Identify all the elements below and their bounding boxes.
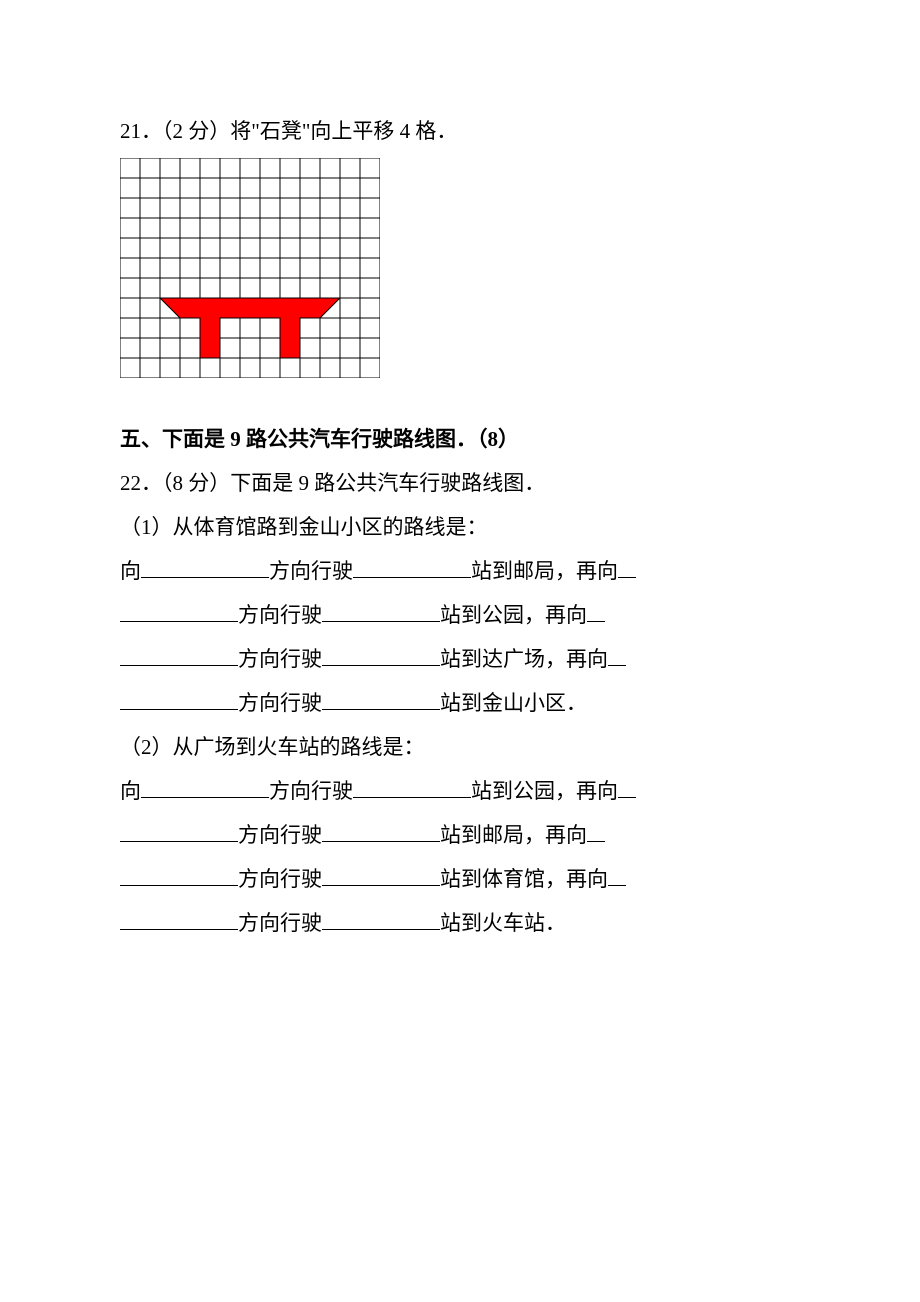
text: 站到达广场，再向 [440,647,608,671]
blank-stops[interactable] [322,864,440,886]
blank-stops[interactable] [353,556,471,578]
blank-stops[interactable] [322,908,440,930]
blank-direction[interactable] [120,820,238,842]
text: 方向行驶 [238,867,322,891]
blank-direction[interactable] [120,644,238,666]
q22-p1-line3: 方向行驶 站到达广场，再向 [120,638,810,680]
q22-p2-line1: 向 方向行驶 站到公园，再向 [120,770,810,812]
text: 方向行驶 [238,691,322,715]
text: 方向行驶 [238,603,322,627]
text: 方向行驶 [269,559,353,583]
q22-p2-line3: 方向行驶 站到体育馆，再向 [120,858,810,900]
grid-figure [120,158,810,378]
blank-direction[interactable] [120,688,238,710]
text: 站到公园，再向 [471,779,618,803]
blank-stops[interactable] [322,600,440,622]
q22-p1-line1: 向 方向行驶 站到邮局，再向 [120,550,810,592]
page: 21．（2 分）将"石凳"向上平移 4 格． 五、下面是 9 路公共汽车行驶路线… [0,0,920,1302]
text: 向 [120,559,141,583]
text: 站到邮局，再向 [471,559,618,583]
text: 方向行驶 [269,779,353,803]
q22-p2-line4: 方向行驶 站到火车站． [120,902,810,944]
text: 向 [120,779,141,803]
blank-trail[interactable] [608,864,626,886]
text: 站到邮局，再向 [440,823,587,847]
q22-p1-line2: 方向行驶 站到公园，再向 [120,594,810,636]
q22-part1-label: （1）从体育馆路到金山小区的路线是： [120,506,810,548]
text: 站到体育馆，再向 [440,867,608,891]
blank-stops[interactable] [353,776,471,798]
q22-p1-line4: 方向行驶 站到金山小区． [120,682,810,724]
blank-trail[interactable] [618,556,636,578]
text: 站到金山小区． [440,691,587,715]
q22-part2-label: （2）从广场到火车站的路线是： [120,726,810,768]
blank-direction[interactable] [120,908,238,930]
blank-direction[interactable] [141,776,269,798]
q22-p2-line2: 方向行驶 站到邮局，再向 [120,814,810,856]
blank-stops[interactable] [322,644,440,666]
text: 方向行驶 [238,911,322,935]
text: 站到公园，再向 [440,603,587,627]
text: 站到火车站． [440,911,566,935]
blank-stops[interactable] [322,820,440,842]
blank-trail[interactable] [587,820,605,842]
blank-stops[interactable] [322,688,440,710]
q22-intro: 22．（8 分）下面是 9 路公共汽车行驶路线图． [120,462,810,504]
blank-direction[interactable] [120,864,238,886]
blank-trail[interactable] [608,644,626,666]
blank-trail[interactable] [587,600,605,622]
q21-text: 21．（2 分）将"石凳"向上平移 4 格． [120,110,810,152]
blank-direction[interactable] [120,600,238,622]
text: 方向行驶 [238,823,322,847]
section-5-heading: 五、下面是 9 路公共汽车行驶路线图．（8） [120,418,810,460]
grid-svg [120,158,380,378]
blank-trail[interactable] [618,776,636,798]
text: 方向行驶 [238,647,322,671]
blank-direction[interactable] [141,556,269,578]
